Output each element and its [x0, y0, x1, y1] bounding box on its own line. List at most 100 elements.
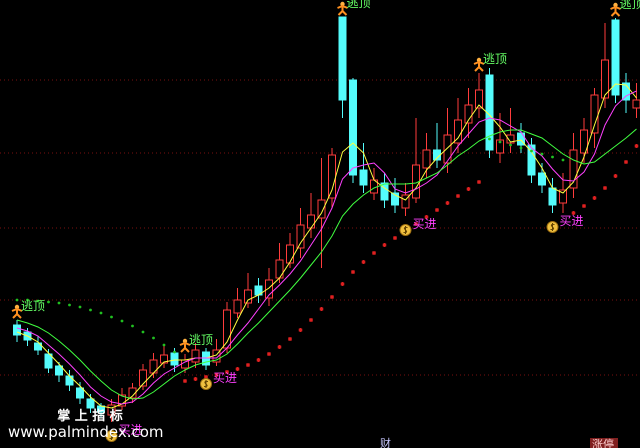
candle-body: [485, 74, 494, 151]
sar-star: [592, 196, 597, 200]
sar-star: [235, 367, 240, 371]
sar-star: [309, 318, 313, 322]
sar-star: [267, 352, 271, 356]
sar-dot: [173, 350, 176, 354]
buy-icon-mark: [403, 226, 408, 234]
sar-dot: [47, 300, 50, 304]
candle-body: [611, 19, 620, 96]
candle-body: [548, 187, 557, 206]
candle-body: [44, 353, 53, 369]
buy-signal-label: 买进: [413, 217, 437, 231]
sar-dot: [36, 299, 40, 303]
ma-line: [16, 128, 637, 400]
sar-dot: [519, 146, 523, 150]
sar-star: [351, 270, 355, 274]
sell-icon-head: [476, 57, 482, 63]
candle-body: [34, 342, 42, 351]
candle-body: [118, 394, 126, 407]
sar-dot: [68, 303, 71, 307]
watermark-title: 掌 上 指 标: [57, 408, 123, 424]
candle-body: [454, 119, 462, 144]
sar-dot: [141, 330, 145, 334]
candle-body: [622, 82, 630, 101]
candle-body: [128, 387, 137, 399]
sell-icon: [610, 2, 621, 17]
sell-signal-label: 逃顶: [347, 0, 371, 10]
buy-signal-label: 买进: [560, 214, 584, 228]
candle-body: [328, 154, 336, 199]
buy-icon-mark: [109, 432, 114, 440]
sar-star: [277, 345, 282, 349]
sell-signal-label: 逃顶: [483, 52, 507, 66]
candle-body: [160, 354, 168, 364]
sar-star: [613, 174, 618, 178]
candle-body: [506, 134, 515, 144]
buy-signal-label: 买进: [119, 423, 143, 437]
sar-dot: [99, 311, 103, 315]
candle-body: [569, 149, 578, 189]
sar-star: [214, 373, 219, 377]
sar-dot: [110, 315, 113, 319]
candle-body: [307, 214, 315, 229]
candle-body: [538, 172, 546, 186]
sar-star: [193, 377, 198, 381]
candle-body: [527, 144, 536, 176]
sar-dot: [540, 152, 544, 156]
candle-body: [496, 139, 504, 154]
sar-dot: [57, 301, 61, 305]
sar-star: [435, 208, 439, 212]
sell-icon: [337, 1, 348, 16]
sell-icon: [11, 304, 23, 319]
candle-body: [601, 59, 609, 99]
sar-star: [624, 160, 628, 164]
buy-icon: [105, 430, 118, 442]
sell-signal-label: 逃顶: [21, 299, 45, 313]
sar-star: [445, 201, 450, 205]
sar-star: [477, 180, 481, 184]
candle-body: [380, 182, 389, 201]
candle-body: [475, 89, 483, 109]
candle-body: [139, 369, 147, 387]
candle-body: [55, 365, 63, 376]
sar-star: [424, 215, 429, 219]
sar-dot: [120, 319, 124, 323]
sar-star: [456, 194, 460, 198]
candle-body: [338, 16, 347, 101]
candle-body: [443, 134, 452, 164]
buy-icon-mark: [550, 223, 555, 231]
buy-icon: [399, 224, 412, 236]
candle-body: [286, 244, 294, 264]
sell-icon-head: [182, 338, 188, 344]
sar-star: [204, 375, 208, 379]
sar-star: [582, 204, 586, 208]
buy-icon: [200, 378, 212, 390]
sar-star: [246, 363, 250, 367]
sar-star: [393, 236, 397, 240]
buy-icon: [546, 221, 559, 233]
sar-dot: [530, 149, 533, 153]
candle-body: [632, 99, 640, 109]
sar-star: [225, 370, 229, 374]
candle-body: [65, 375, 74, 386]
sell-icon-head: [340, 1, 345, 7]
candle-body: [580, 129, 588, 154]
sell-icon-head: [14, 304, 20, 310]
ma-line: [16, 83, 637, 409]
candle-body: [244, 289, 252, 304]
candle-body: [464, 104, 473, 124]
sar-star: [466, 187, 471, 191]
sell-icon: [179, 338, 191, 353]
sar-dot: [131, 324, 134, 328]
sar-dot: [509, 143, 512, 147]
candle-body: [349, 79, 357, 176]
candle-body: [275, 259, 284, 279]
sar-star: [382, 243, 387, 247]
watermark-url: www.palmindex.com: [8, 423, 164, 441]
candle-body: [191, 349, 200, 363]
buy-signal-label: 买进: [213, 371, 237, 385]
sar-dot: [162, 343, 166, 347]
sell-signal-label: 逃顶: [620, 0, 640, 11]
